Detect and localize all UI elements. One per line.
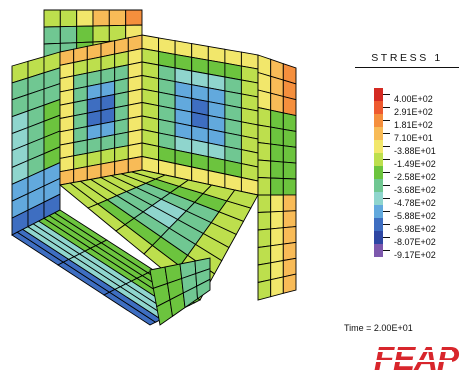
legend-tick (383, 133, 390, 134)
left-wall (11, 51, 61, 236)
legend-tick (383, 211, 390, 212)
mesh-cell (257, 106, 272, 128)
mesh-cell (257, 89, 272, 111)
legend-swatch (374, 166, 383, 179)
mesh-cell (76, 25, 94, 44)
legend-tick (383, 159, 390, 160)
legend-swatch (374, 179, 383, 192)
mesh-cell (282, 210, 297, 229)
legend-swatch (374, 114, 383, 127)
mesh-cell (282, 161, 297, 180)
mesh-cell (270, 210, 284, 230)
inner-back-face (59, 34, 143, 186)
mesh-cell (270, 109, 284, 130)
legend-tick (383, 120, 390, 121)
mesh-cell (270, 160, 284, 179)
mesh-cell (59, 25, 78, 44)
mesh-cell (282, 95, 297, 117)
legend-label: -8.07E+02 (394, 237, 436, 247)
legend-label: -4.78E+02 (394, 198, 436, 208)
legend-swatch (374, 153, 383, 166)
mesh-cell (257, 177, 272, 196)
mesh-cell (59, 9, 78, 28)
legend-tick (383, 237, 390, 238)
legend-tick (383, 172, 390, 173)
legend-tick (383, 94, 390, 95)
legend-swatch (374, 88, 383, 101)
mesh-cell (282, 273, 297, 294)
legend-swatch (374, 101, 383, 114)
inner-right-face (141, 34, 259, 196)
legend-title: STRESS 1 (371, 52, 443, 64)
legend-swatch (374, 140, 383, 153)
floor (58, 169, 259, 301)
legend-label: 7.10E+01 (394, 133, 433, 143)
mesh-cell (270, 177, 284, 196)
legend-title-underline (355, 67, 459, 68)
mesh-cell (282, 241, 297, 262)
legend-tick (383, 146, 390, 147)
mesh-cell (43, 26, 61, 45)
legend-swatch (374, 231, 383, 244)
legend-label: 4.00E+02 (394, 94, 433, 104)
mesh-cell (92, 9, 110, 27)
legend-tick (383, 185, 390, 186)
mesh-faces (11, 9, 297, 326)
mesh-cell (257, 124, 272, 145)
legend-swatch (374, 127, 383, 140)
mesh-cell (226, 189, 259, 209)
mesh-cell (257, 245, 272, 266)
legend-swatch (374, 218, 383, 231)
mesh-cell (270, 276, 284, 298)
mesh-cell (282, 112, 297, 132)
mesh-cell (92, 25, 110, 43)
legend-label: -1.49E+02 (394, 159, 436, 169)
mesh-cell (125, 9, 143, 26)
mesh-cell (270, 143, 284, 163)
mesh-cell (257, 262, 272, 284)
legend-label: -6.98E+02 (394, 224, 436, 234)
legend-swatch (374, 192, 383, 205)
mesh-cell (257, 194, 272, 213)
legend-label: 1.81E+02 (394, 120, 433, 130)
legend-label: -9.17E+02 (394, 250, 436, 260)
feap-logo-text: FEAP (374, 340, 460, 376)
mesh-cell (270, 194, 284, 213)
mesh-cell (257, 228, 272, 249)
mesh-cell (76, 9, 94, 27)
mesh-cell (270, 126, 284, 147)
mesh-cell (108, 9, 127, 27)
right-outer-slab (257, 54, 297, 301)
mesh-cell (257, 141, 272, 162)
legend-tick (383, 198, 390, 199)
mesh-cell (270, 92, 284, 114)
legend-swatch (374, 244, 383, 257)
mesh-cell (257, 159, 272, 179)
mesh-cell (282, 145, 297, 164)
legend-label: -5.88E+02 (394, 211, 436, 221)
feap-logo: FEAP (372, 340, 461, 381)
mesh-cell (257, 279, 272, 301)
legend-tick (383, 107, 390, 108)
mesh-cell (282, 128, 297, 148)
legend-label: 2.91E+02 (394, 107, 433, 117)
mesh-cell (43, 9, 61, 28)
legend-label: -2.58E+02 (394, 172, 436, 182)
time-label: Time = 2.00E+01 (344, 323, 413, 333)
legend-swatch (374, 205, 383, 218)
mesh-cell (270, 227, 284, 247)
legend-tick (383, 250, 390, 251)
mesh-cell (282, 226, 297, 245)
mesh-cell (257, 211, 272, 231)
mesh-cell (282, 178, 297, 196)
mesh-cell (196, 278, 211, 300)
legend-label: -3.68E+02 (394, 185, 436, 195)
mesh-cell (270, 259, 284, 281)
legend-label: -3.88E+01 (394, 146, 436, 156)
legend-tick (383, 224, 390, 225)
mesh-cell (282, 194, 297, 212)
mesh-cell (270, 243, 284, 264)
bottom-strip (149, 257, 211, 326)
